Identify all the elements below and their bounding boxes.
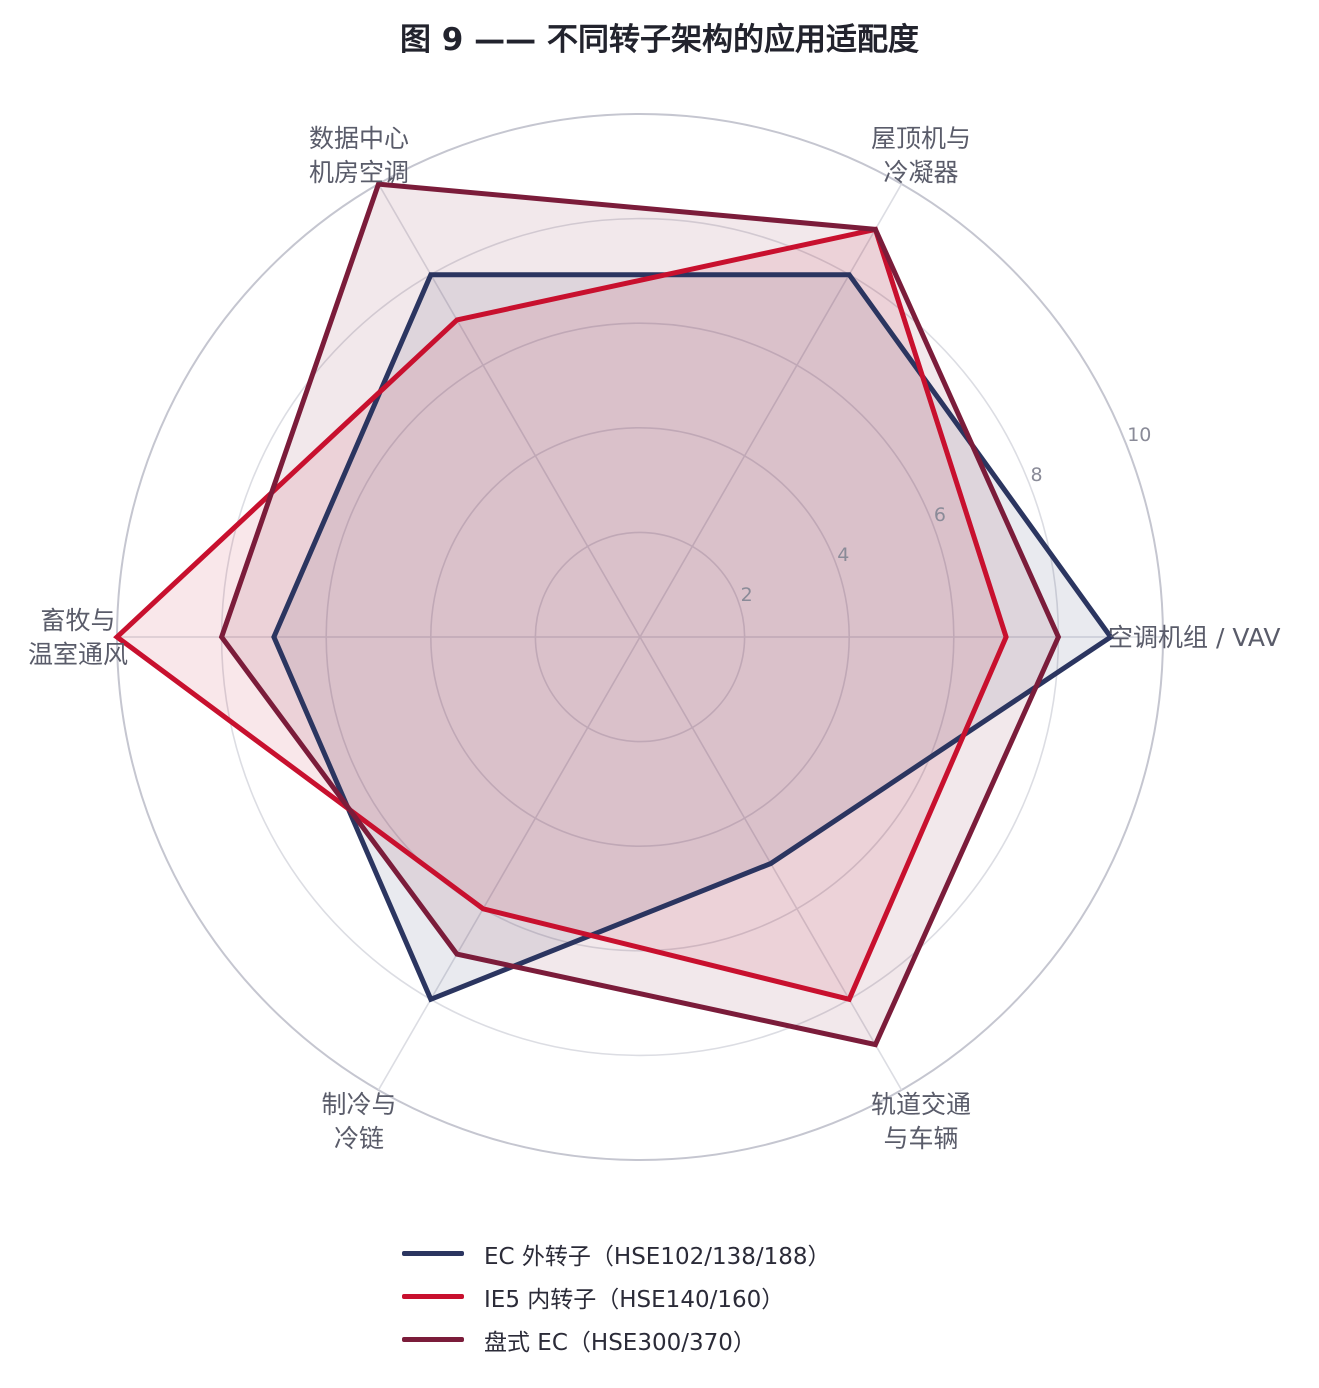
legend-swatch bbox=[402, 1251, 464, 1256]
axis-label-2: 数据中心机房空调 bbox=[309, 124, 409, 187]
axis-label-line: 制冷与 bbox=[321, 1090, 396, 1119]
series-line-0 bbox=[271, 272, 1115, 1003]
legend-swatch bbox=[402, 1294, 464, 1299]
radial-tick-2: 6 bbox=[934, 504, 946, 526]
axis-label-line: 温室通风 bbox=[28, 640, 128, 669]
axis-label-line: 屋顶机与 bbox=[871, 124, 971, 153]
legend-label: EC 外转子（HSE102/138/188） bbox=[484, 1243, 831, 1270]
radial-tick-1: 4 bbox=[837, 544, 849, 566]
legend-item-0: EC 外转子（HSE102/138/188） bbox=[402, 1232, 831, 1275]
axis-label-line: 与车辆 bbox=[883, 1124, 958, 1153]
axis-label-line: 机房空调 bbox=[309, 158, 409, 187]
series-line-2 bbox=[218, 181, 1062, 1048]
axis-label-0: 空调机组 / VAV bbox=[1108, 623, 1280, 652]
axis-label-line: 轨道交通 bbox=[871, 1090, 971, 1119]
axis-spoke-1 bbox=[639, 183, 903, 638]
axis-label-1: 屋顶机与冷凝器 bbox=[871, 124, 971, 187]
legend-item-2: 盘式 EC（HSE300/370） bbox=[402, 1318, 831, 1361]
axis-label-line: 畜牧与 bbox=[40, 606, 115, 635]
radar-series bbox=[113, 181, 1115, 1048]
axis-label-line: 冷链 bbox=[334, 1124, 384, 1153]
radial-tick-4: 10 bbox=[1127, 424, 1151, 446]
radial-tick-0: 2 bbox=[741, 584, 753, 606]
series-area-1 bbox=[117, 229, 1007, 1000]
legend-swatch bbox=[402, 1337, 464, 1342]
axis-label-line: 空调机组 / VAV bbox=[1108, 623, 1280, 652]
legend-item-1: IE5 内转子（HSE140/160） bbox=[402, 1275, 831, 1318]
radial-tick-labels: 2 4 6 8 10 bbox=[741, 424, 1152, 606]
axis-label-5: 轨道交通与车辆 bbox=[871, 1090, 971, 1153]
radial-tick-3: 8 bbox=[1031, 464, 1043, 486]
axis-label-line: 冷凝器 bbox=[883, 158, 958, 187]
series-area-2 bbox=[221, 184, 1059, 1045]
axis-label-line: 数据中心 bbox=[309, 124, 409, 153]
series-area-0 bbox=[273, 274, 1111, 1000]
legend-label: IE5 内转子（HSE140/160） bbox=[484, 1286, 785, 1313]
axis-spoke-2 bbox=[377, 183, 641, 638]
axis-label-4: 制冷与冷链 bbox=[321, 1090, 396, 1153]
axis-label-3: 畜牧与温室通风 bbox=[28, 606, 128, 669]
legend: EC 外转子（HSE102/138/188） IE5 内转子（HSE140/160… bbox=[402, 1232, 831, 1361]
legend-label: 盘式 EC（HSE300/370） bbox=[484, 1329, 756, 1356]
axis-spoke-4 bbox=[377, 636, 641, 1091]
chart-title: 图 9 —— 不同转子架构的应用适配度 bbox=[400, 22, 919, 58]
